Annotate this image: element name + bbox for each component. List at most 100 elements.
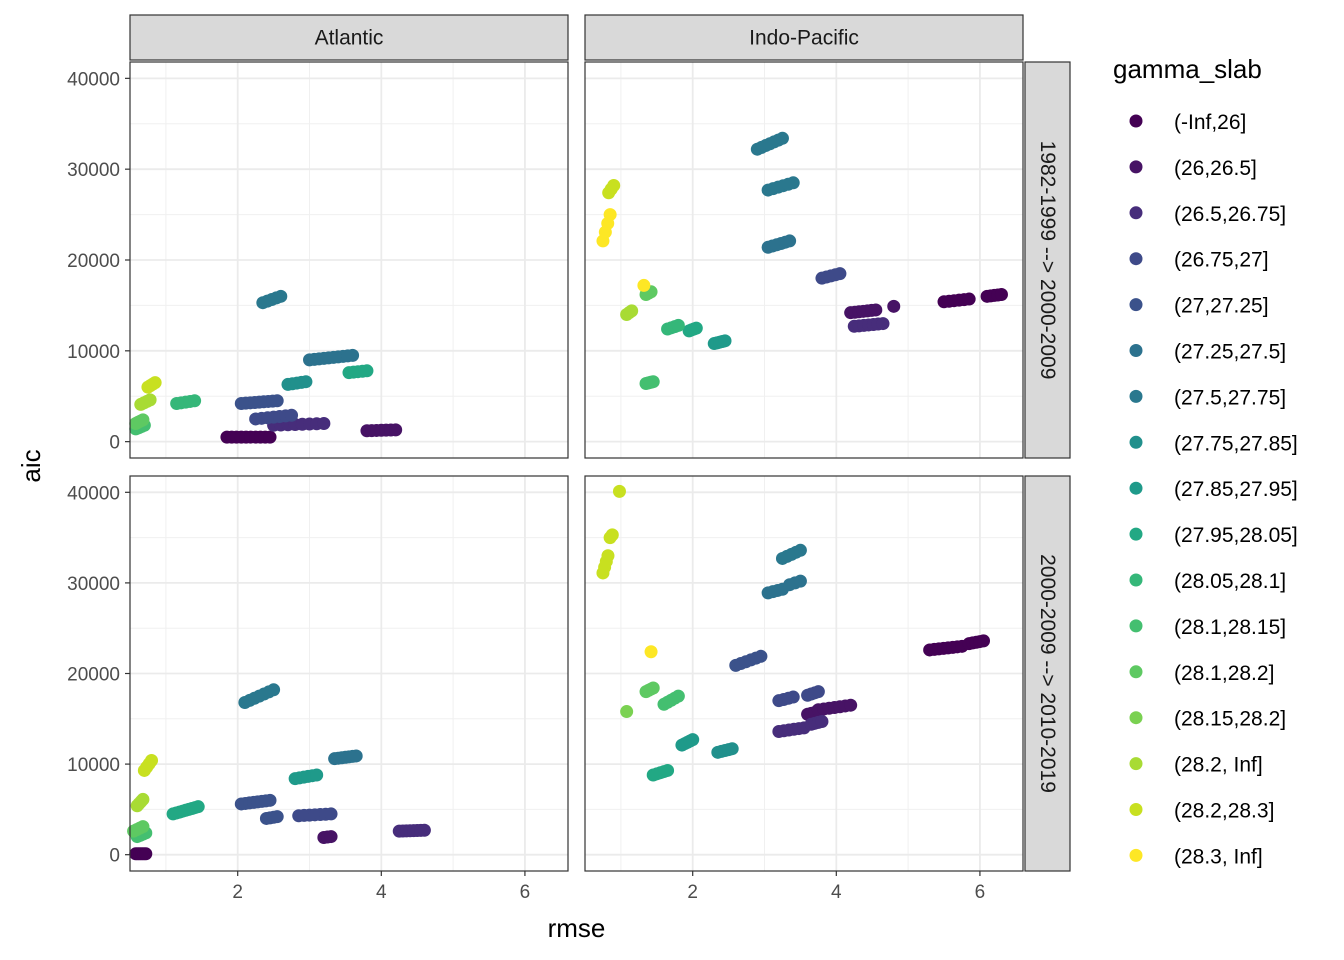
data-point [962,292,976,306]
y-axis-title: aic [16,449,46,482]
strip-label: Indo-Pacific [749,27,859,50]
data-point [145,753,159,767]
strip-background [584,14,1024,61]
panel-border [584,61,1024,459]
data-point [876,317,890,331]
legend-key [1129,527,1143,541]
legend-key [1129,435,1143,449]
legend-label: (28.1,28.2] [1174,662,1274,685]
data-point [671,689,685,703]
legend-title: gamma_slab [1113,54,1262,84]
data-point [143,393,157,407]
legend-label: (28.05,28.1] [1174,570,1286,593]
panel-points-0-0 [129,289,403,444]
data-point [136,820,150,834]
legend-key [1129,206,1143,220]
legend-item: (28.2, Inf] [1129,754,1263,777]
x-tick-label: 6 [975,882,986,903]
legend-key [1129,665,1143,679]
legend-key [1129,389,1143,403]
panel-0-1 [585,62,1023,458]
legend-item: (28.15,28.2] [1129,708,1286,731]
data-point [603,208,617,222]
y-tick-label: 10000 [67,342,120,363]
y-tick-label: 10000 [67,755,120,776]
data-point [317,416,331,430]
data-point [263,430,277,444]
legend-label: (26.5,26.75] [1174,203,1286,226]
legend-label: (27.95,28.05] [1174,524,1298,547]
data-point [644,645,658,659]
data-point [601,549,615,563]
facet-strip-col-0: Atlantic [129,14,569,61]
data-point [637,278,651,292]
legend-key [1129,848,1143,862]
legend-item: (27.95,28.05] [1129,524,1298,547]
data-point [270,394,284,408]
panel-points-1-0 [127,683,431,861]
legend-key [1129,114,1143,128]
legend-label: (-Inf,26] [1174,111,1246,134]
data-point [136,413,150,427]
legend-label: (27.85,27.95] [1174,478,1298,501]
legend-key [1129,757,1143,771]
data-point [346,348,360,362]
legend-item: (28.1,28.2] [1129,662,1274,685]
x-tick-label: 4 [831,882,842,903]
facet-strip-row-0: 1982-1999 --> 2000-2009 [1024,61,1071,459]
legend-key [1129,252,1143,266]
legend-label: (26.75,27] [1174,249,1269,272]
data-point [887,299,901,313]
legend-key [1129,803,1143,816]
data-point [310,768,324,782]
legend-item: (26.75,27] [1129,249,1269,272]
data-point [786,176,800,190]
y-tick-label: 20000 [67,251,120,272]
data-point [267,683,281,697]
data-point [612,484,626,498]
strip-background [129,14,569,61]
data-point [324,807,338,821]
legend-key [1129,481,1143,495]
data-point [360,364,374,378]
data-point [977,634,991,648]
legend-key [1129,344,1143,357]
data-point [754,649,768,663]
y-tick-label: 30000 [67,160,120,181]
data-point [263,793,277,807]
data-point [815,715,829,729]
data-point [725,742,739,756]
legend-key [1129,573,1143,587]
legend-key [1129,160,1143,174]
legend-key [1129,298,1143,312]
strip-background [1024,61,1071,459]
y-tick-label: 0 [109,846,120,867]
data-point [274,289,288,303]
legend-label: (27.25,27.5] [1174,341,1286,364]
data-point [620,705,634,719]
x-tick-label: 2 [232,882,243,903]
data-point [671,318,685,332]
panel-points-1-1 [596,484,991,782]
data-point [786,690,800,704]
data-point [718,334,732,348]
data-point [605,528,619,542]
panel-1-1 [585,476,1023,871]
data-point [646,375,660,389]
facet-strip-col-1: Indo-Pacific [584,14,1024,61]
panels-layer [127,61,1024,872]
data-point [833,267,847,281]
legend-item: (28.2,28.3] [1129,800,1274,823]
legend-label: (27.75,27.85] [1174,432,1298,455]
legend-label: (26,26.5] [1174,157,1257,180]
axes: 0 10000 20000 30000 40000 0 10000 20000 30000 400… [16,69,985,943]
data-point [686,733,700,747]
data-point [270,810,284,824]
legend-item: (28.05,28.1] [1129,570,1286,593]
legend-label: (28.15,28.2] [1174,708,1286,731]
data-point [299,375,313,389]
data-point [139,847,153,861]
data-point [625,304,639,318]
x-axis-title: rmse [548,913,606,943]
